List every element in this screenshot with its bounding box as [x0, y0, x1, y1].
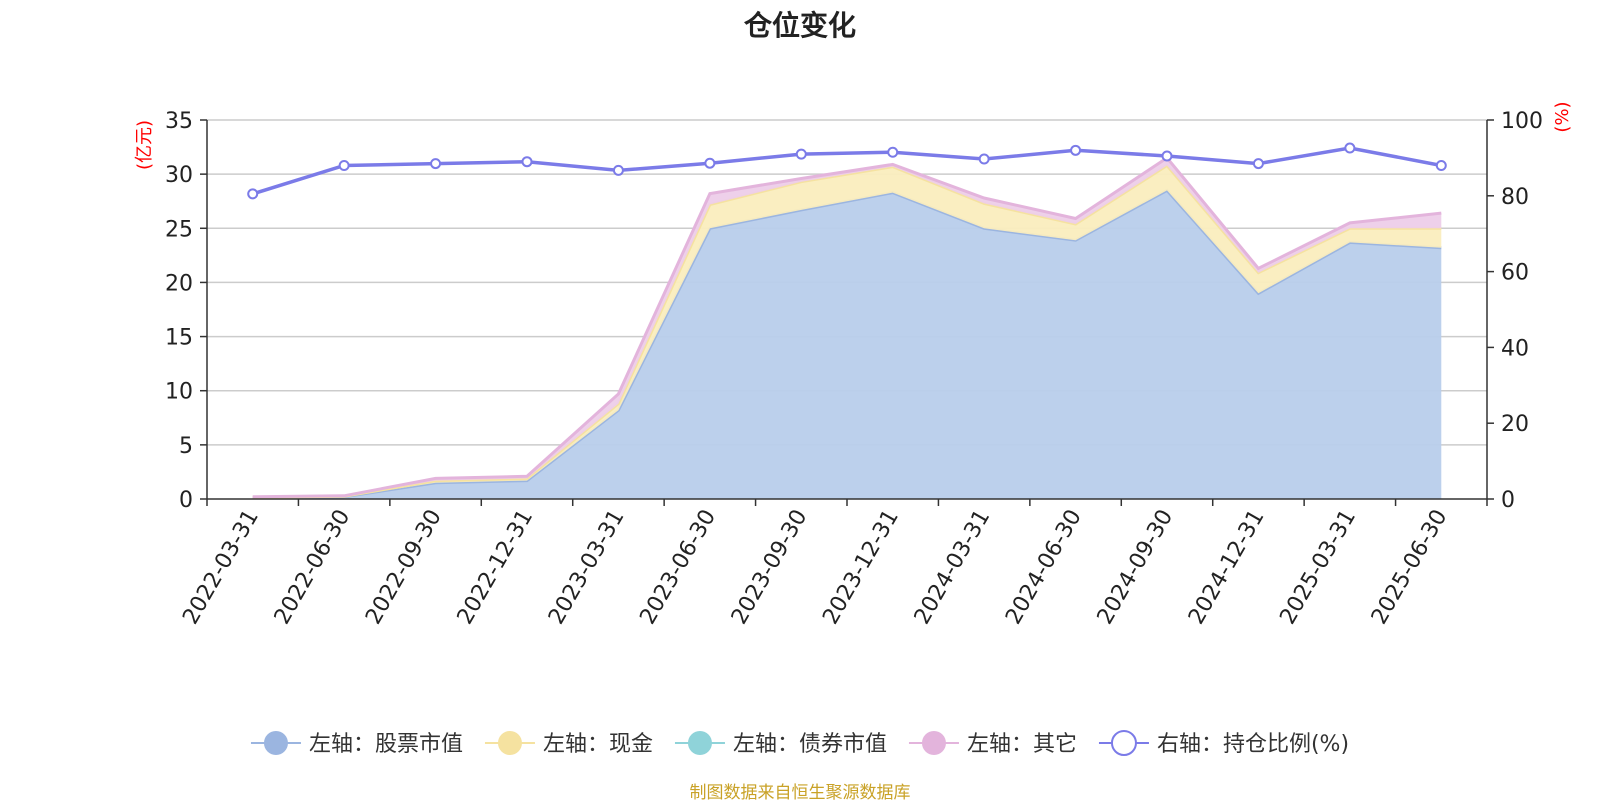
- left-axis-tick-label: 10: [165, 380, 193, 405]
- left-axis-tick-label: 5: [179, 434, 193, 459]
- right-axis-tick-label: 100: [1501, 109, 1543, 134]
- ratio-point: [612, 164, 624, 176]
- x-axis-tick-label: 2022-06-30: [270, 506, 356, 629]
- x-axis-tick-label: 2023-09-30: [727, 506, 813, 629]
- legend-label: 左轴：现金: [543, 732, 653, 757]
- ratio-point: [430, 158, 442, 170]
- x-axis-tick-label: 2024-12-31: [1184, 506, 1270, 629]
- ratio-point: [1070, 144, 1082, 156]
- x-axis-tick-label: 2022-09-30: [361, 505, 447, 628]
- x-axis-tick-label: 2024-09-30: [1093, 506, 1179, 629]
- x-axis-tick-label: 2022-03-31: [178, 506, 264, 629]
- ratio-point: [704, 157, 716, 169]
- area-line-左轴：其它: [252, 155, 1442, 499]
- chart-title: 仓位变化: [743, 9, 856, 42]
- right-axis-tick-label: 20: [1501, 412, 1529, 437]
- legend-label: 左轴：其它: [967, 732, 1077, 757]
- stacked-areas: [252, 155, 1442, 500]
- legend-label: 右轴：持仓比例(%): [1157, 732, 1349, 757]
- right-axis-tick-label: 40: [1501, 336, 1529, 361]
- right-axis-tick-label: 0: [1501, 488, 1515, 513]
- ratio-point: [1252, 158, 1264, 170]
- legend-marker: [263, 731, 288, 755]
- area-左轴：股票市值: [252, 190, 1442, 499]
- legend-item: 左轴：股票市值: [250, 731, 463, 757]
- legend-item: 左轴：其它: [908, 731, 1077, 757]
- legend-label: 左轴：股票市值: [309, 732, 463, 757]
- left-axis-tick-label: 30: [165, 163, 193, 188]
- x-axis-tick-label: 2023-06-30: [635, 506, 721, 629]
- ratio-point: [887, 146, 899, 158]
- left-axis-tick-label: 35: [165, 109, 193, 134]
- left-axis-tick-label: 20: [165, 271, 193, 296]
- x-axis-tick-label: 2025-03-31: [1275, 506, 1361, 629]
- ratio-point: [521, 156, 533, 168]
- legend-marker: [687, 731, 712, 755]
- left-axis-tick-label: 15: [165, 326, 193, 351]
- data-source-footer: 制图数据来自恒生聚源数据库: [689, 783, 911, 803]
- legend-item: 右轴：持仓比例(%): [1098, 730, 1349, 757]
- ratio-point: [1344, 142, 1356, 154]
- x-axis-tick-label: 2022-12-31: [453, 506, 539, 629]
- x-axis-tick-label: 2023-03-31: [544, 506, 630, 629]
- x-axis-tick-label: 2024-06-30: [1001, 506, 1087, 629]
- legend-marker: [497, 731, 522, 755]
- ratio-point: [247, 188, 259, 200]
- left-axis-unit: (亿元): [134, 120, 155, 170]
- right-axis-tick-label: 60: [1501, 261, 1529, 286]
- legend-item: 左轴：现金: [484, 731, 653, 757]
- ratio-line-path: [252, 146, 1442, 196]
- left-axis-tick-label: 25: [165, 217, 193, 242]
- legend: 左轴：股票市值 左轴：现金 左轴：债券市值 左轴：其它 右轴：持仓比例(%): [250, 730, 1349, 757]
- ratio-point: [338, 159, 350, 171]
- legend-marker: [1110, 730, 1137, 756]
- x-axis-tick-label: 2024-03-31: [910, 505, 996, 628]
- ratio-point: [978, 153, 990, 165]
- legend-marker: [921, 731, 946, 755]
- ratio-line: [247, 142, 1447, 200]
- ratio-point: [1435, 159, 1447, 171]
- legend-item: 左轴：债券市值: [674, 731, 887, 757]
- right-axis-unit: (%): [1552, 101, 1573, 132]
- left-axis-tick-label: 0: [179, 488, 193, 513]
- ratio-point: [1161, 150, 1173, 162]
- x-axis-tick-label: 2025-06-30: [1367, 506, 1453, 629]
- ratio-point: [795, 148, 807, 160]
- right-axis-tick-label: 80: [1501, 185, 1529, 210]
- legend-label: 左轴：债券市值: [733, 732, 887, 757]
- x-axis-tick-label: 2023-12-31: [818, 506, 904, 629]
